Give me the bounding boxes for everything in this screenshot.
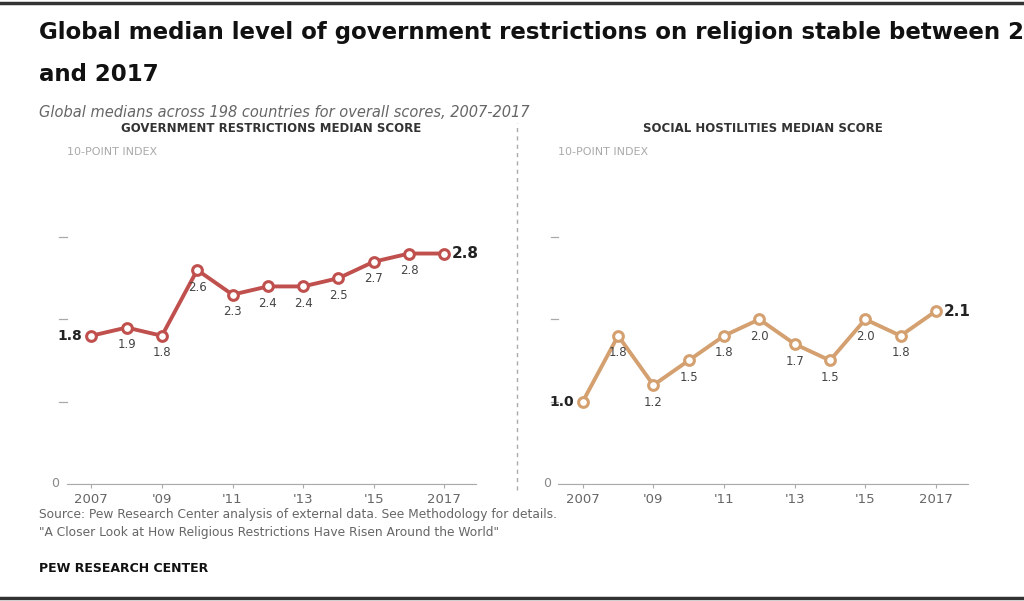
Text: 1.8: 1.8 [715, 346, 733, 359]
Text: Global medians across 198 countries for overall scores, 2007-2017: Global medians across 198 countries for … [39, 105, 529, 120]
Text: Source: Pew Research Center analysis of external data. See Methodology for detai: Source: Pew Research Center analysis of … [39, 508, 557, 539]
Text: 1.2: 1.2 [644, 396, 663, 409]
Text: 2.4: 2.4 [294, 297, 312, 310]
Text: 2.7: 2.7 [365, 272, 383, 285]
Text: 1.0: 1.0 [549, 395, 574, 409]
Text: 1.8: 1.8 [891, 346, 910, 359]
Text: 2.5: 2.5 [329, 289, 348, 302]
Text: 1.5: 1.5 [679, 371, 698, 384]
Text: SOCIAL HOSTILITIES MEDIAN SCORE: SOCIAL HOSTILITIES MEDIAN SCORE [643, 122, 883, 135]
Text: 1.8: 1.8 [609, 346, 628, 359]
Text: 1.8: 1.8 [153, 346, 171, 359]
Text: 2.1: 2.1 [944, 304, 971, 319]
Text: 2.3: 2.3 [223, 305, 242, 319]
Text: 2.8: 2.8 [399, 264, 419, 277]
Text: and 2017: and 2017 [39, 63, 159, 86]
Text: 2.0: 2.0 [750, 330, 769, 343]
Text: 1.7: 1.7 [785, 355, 804, 368]
Text: 10-POINT INDEX: 10-POINT INDEX [67, 147, 157, 157]
Text: 2.0: 2.0 [856, 330, 874, 343]
Text: 0: 0 [51, 477, 59, 490]
Text: 2.8: 2.8 [453, 246, 479, 261]
Text: 1.5: 1.5 [820, 371, 840, 384]
Text: PEW RESEARCH CENTER: PEW RESEARCH CENTER [39, 562, 208, 575]
Text: 1.8: 1.8 [57, 329, 83, 343]
Text: 1.9: 1.9 [117, 338, 136, 351]
Text: 0: 0 [543, 477, 551, 490]
Text: 10-POINT INDEX: 10-POINT INDEX [558, 147, 648, 157]
Text: 2.4: 2.4 [258, 297, 278, 310]
Text: Global median level of government restrictions on religion stable between 2016: Global median level of government restri… [39, 21, 1024, 44]
Text: GOVERNMENT RESTRICTIONS MEDIAN SCORE: GOVERNMENT RESTRICTIONS MEDIAN SCORE [121, 122, 422, 135]
Text: 2.6: 2.6 [187, 281, 207, 294]
